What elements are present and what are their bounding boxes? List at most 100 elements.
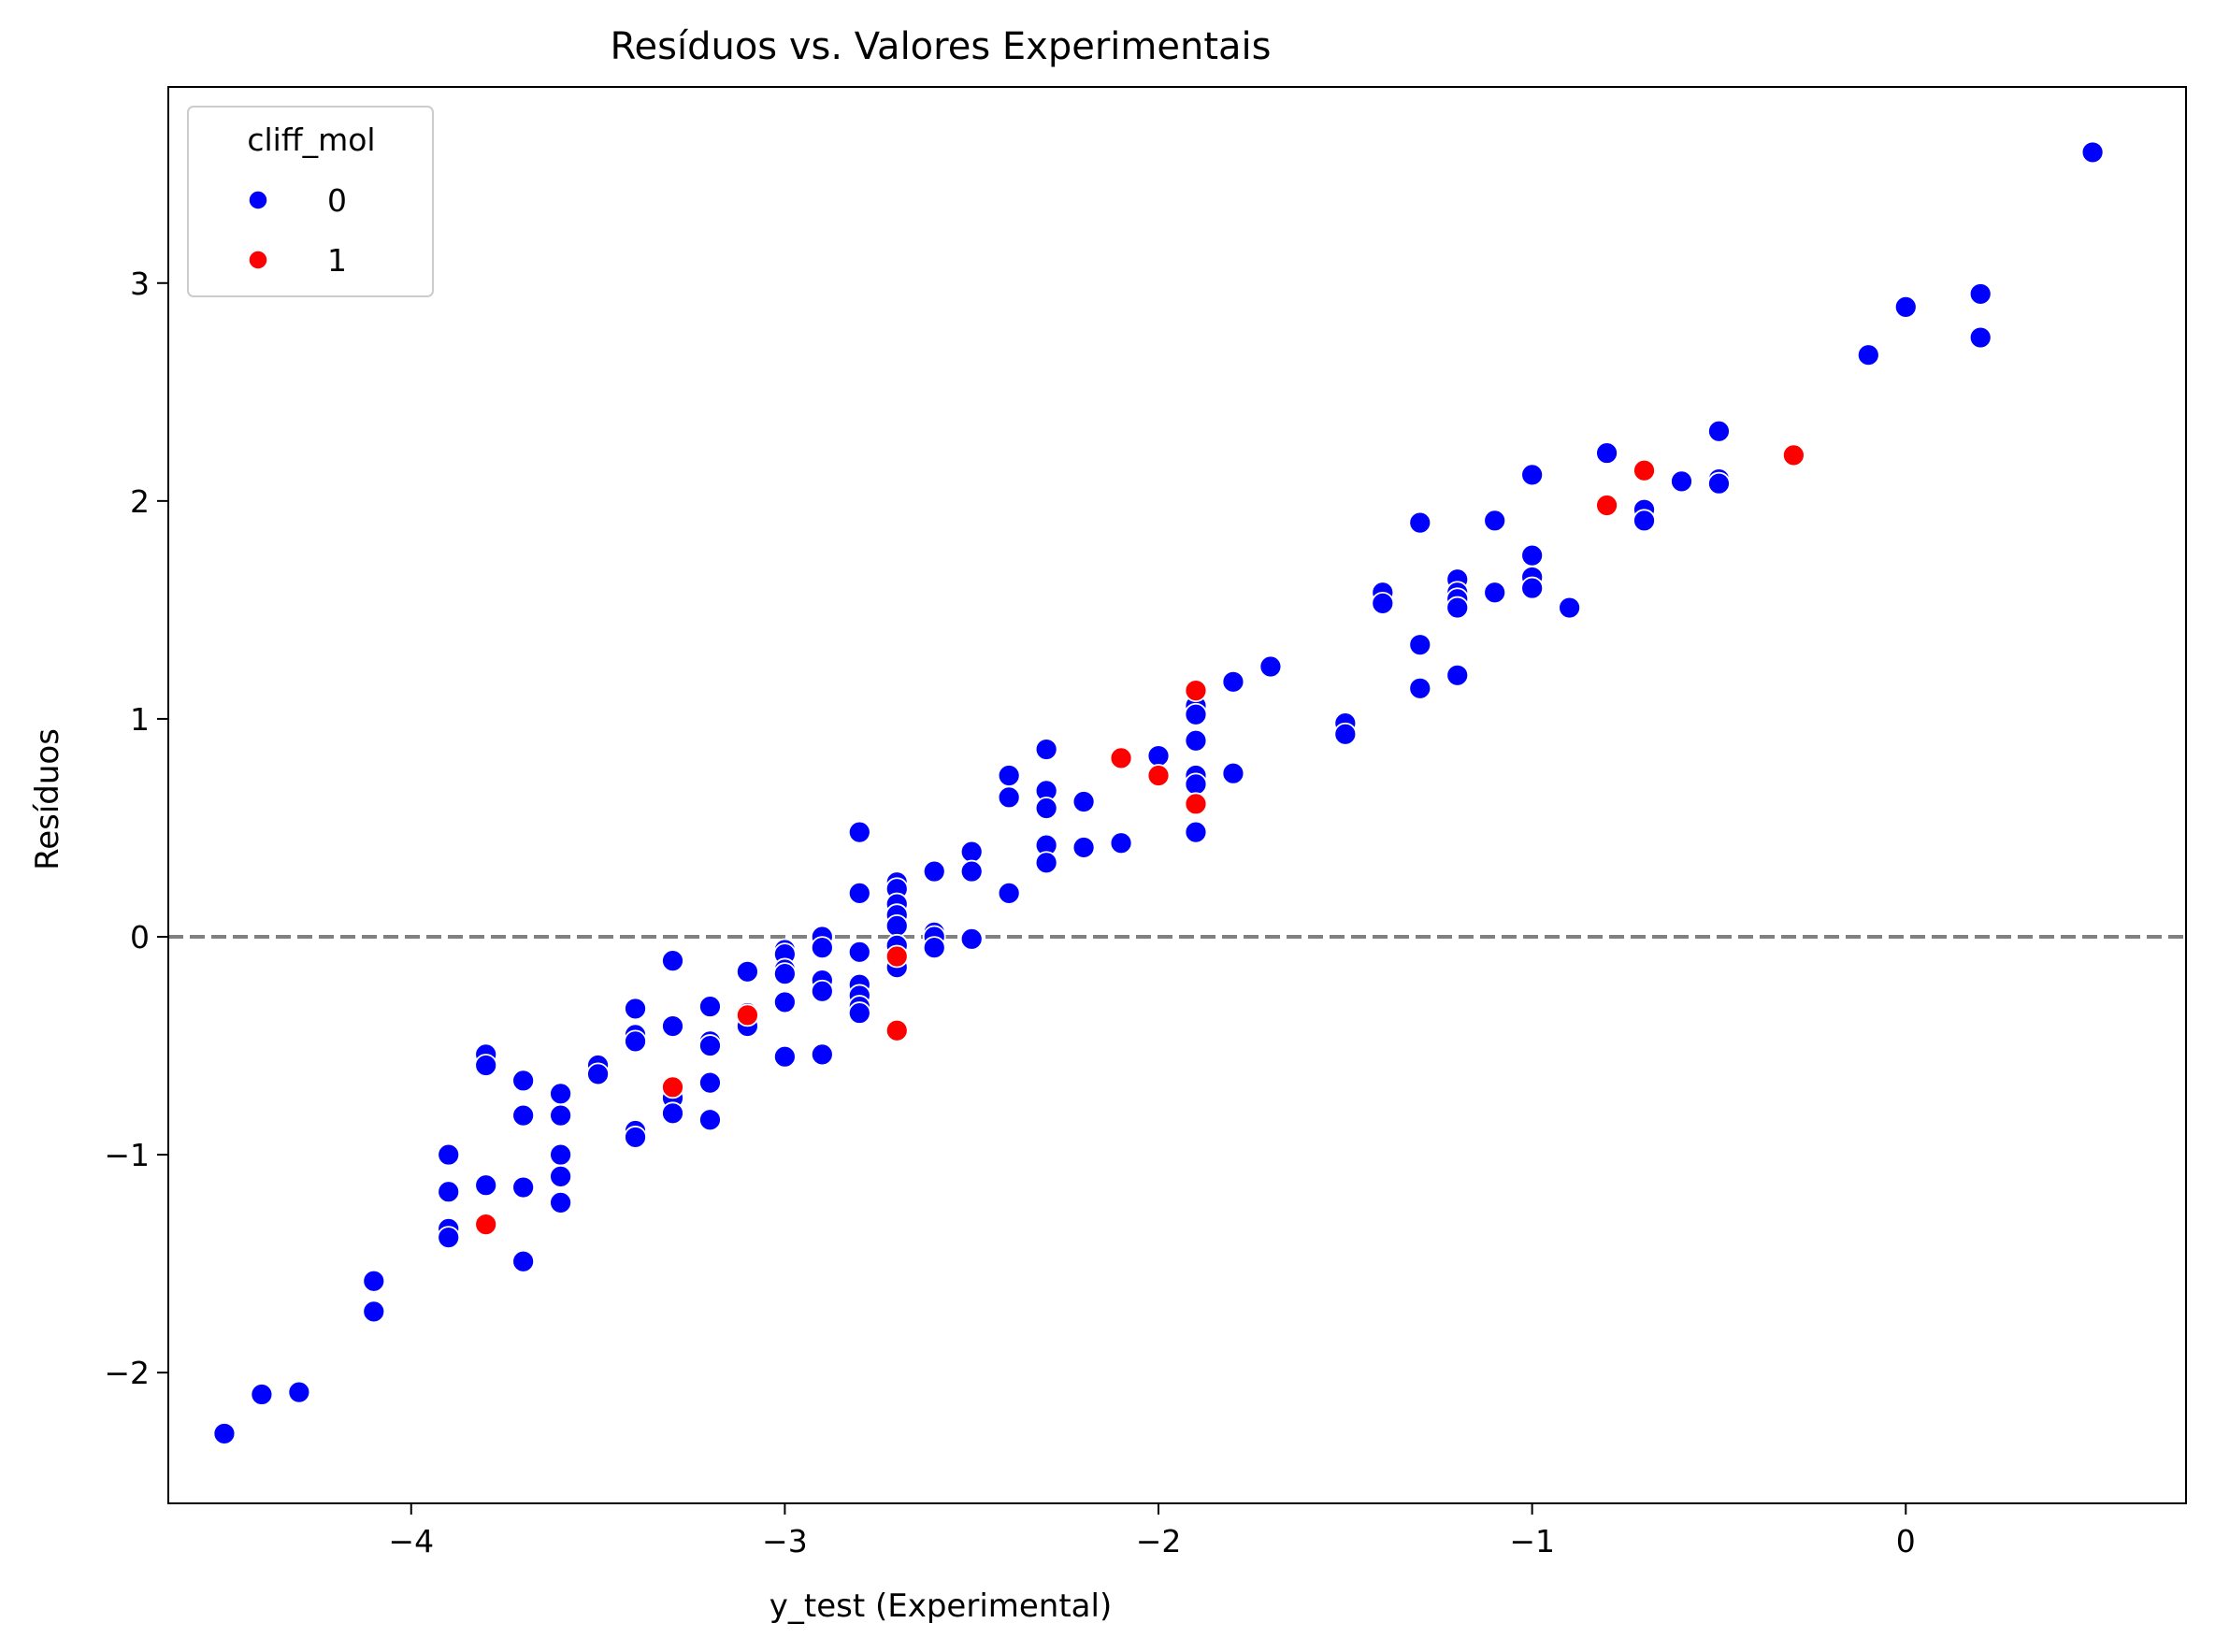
data-point-0 <box>847 1001 871 1025</box>
data-point-0 <box>1371 591 1395 615</box>
data-point-0 <box>1520 463 1545 487</box>
data-point-1 <box>661 1075 684 1099</box>
data-point-0 <box>1968 325 1992 350</box>
legend: cliff_mol 0 1 <box>187 106 434 297</box>
data-point-0 <box>1408 676 1432 700</box>
data-point-0 <box>549 1082 573 1106</box>
data-point-0 <box>1034 738 1058 761</box>
data-point-0 <box>810 979 834 1003</box>
data-point-0 <box>511 1069 536 1093</box>
x-axis-label: y_test (Experimental) <box>769 1587 1112 1625</box>
data-point-1 <box>1632 458 1656 482</box>
data-point-1 <box>736 1003 759 1027</box>
data-point-0 <box>772 990 797 1014</box>
data-point-0 <box>437 1180 461 1204</box>
data-point-0 <box>959 927 984 951</box>
data-point-0 <box>1893 295 1918 319</box>
data-point-0 <box>1333 722 1358 746</box>
data-point-0 <box>772 1044 797 1069</box>
chart-title: Resíduos vs. Valores Experimentais <box>611 25 1272 68</box>
data-point-0 <box>997 785 1021 810</box>
data-point-0 <box>772 962 797 986</box>
data-point-0 <box>1109 831 1133 855</box>
data-point-0 <box>810 1042 834 1067</box>
data-point-0 <box>1856 343 1880 367</box>
data-point-0 <box>1595 441 1618 465</box>
data-point-0 <box>1184 702 1208 726</box>
data-point-1 <box>885 944 909 969</box>
plot-area <box>167 86 2187 1504</box>
legend-box <box>187 106 434 297</box>
data-point-0 <box>474 1054 498 1077</box>
y-axis-label: Resíduos <box>29 728 66 870</box>
data-point-0 <box>1184 728 1208 753</box>
data-point-0 <box>736 959 759 984</box>
data-point-0 <box>1520 576 1545 600</box>
data-point-0 <box>698 995 722 1018</box>
data-point-0 <box>922 859 946 883</box>
data-point-0 <box>1670 469 1693 494</box>
data-point-0 <box>212 1422 237 1445</box>
data-point-1 <box>1109 746 1133 770</box>
data-point-0 <box>959 840 984 864</box>
data-point-0 <box>1520 543 1545 567</box>
data-point-0 <box>1146 744 1171 768</box>
data-point-0 <box>1034 851 1058 875</box>
data-point-0 <box>997 881 1021 905</box>
y-tick-label: 3 <box>130 266 150 302</box>
data-point-0 <box>549 1164 573 1188</box>
y-tick-label: 2 <box>130 483 150 520</box>
data-point-0 <box>1446 663 1470 687</box>
data-point-0 <box>437 1142 461 1167</box>
y-tick-label: −1 <box>104 1137 150 1173</box>
data-point-0 <box>624 1029 647 1054</box>
data-point-0 <box>922 936 946 960</box>
data-point-0 <box>1446 596 1470 620</box>
data-point-0 <box>250 1383 274 1406</box>
data-point-0 <box>1184 820 1208 844</box>
data-point-0 <box>474 1173 498 1198</box>
y-tick-label: −2 <box>104 1355 150 1391</box>
data-point-0 <box>698 1034 722 1057</box>
x-tick-label: −4 <box>388 1523 434 1559</box>
data-point-0 <box>1483 509 1507 533</box>
data-point-0 <box>1408 633 1432 657</box>
data-point-0 <box>1072 836 1096 859</box>
data-point-0 <box>511 1103 536 1128</box>
y-axis-ticks: −2 −1 0 1 2 3 <box>104 266 168 1391</box>
data-point-0 <box>959 859 984 883</box>
data-point-0 <box>624 1126 647 1149</box>
data-point-1 <box>1184 792 1208 816</box>
data-point-0 <box>1707 419 1731 443</box>
x-tick-label: −3 <box>762 1523 808 1559</box>
x-tick-label: 0 <box>1896 1523 1916 1559</box>
data-point-0 <box>847 881 871 905</box>
data-point-0 <box>661 1101 684 1126</box>
data-point-0 <box>1221 669 1245 694</box>
x-tick-label: −1 <box>1509 1523 1555 1559</box>
data-point-0 <box>1184 772 1208 797</box>
data-point-0 <box>698 1070 722 1095</box>
data-point-1 <box>1595 494 1618 517</box>
data-point-0 <box>661 1014 684 1038</box>
data-point-1 <box>885 1018 909 1042</box>
data-point-0 <box>362 1269 386 1293</box>
data-point-0 <box>997 764 1021 787</box>
legend-label-0: 0 <box>327 182 347 219</box>
legend-marker-1 <box>248 250 268 270</box>
data-point-0 <box>661 949 684 973</box>
data-point-0 <box>362 1300 386 1324</box>
data-point-0 <box>287 1380 311 1404</box>
data-point-0 <box>549 1142 573 1167</box>
data-point-0 <box>586 1062 610 1086</box>
data-point-1 <box>1184 679 1208 703</box>
data-point-0 <box>885 913 909 938</box>
data-points <box>212 140 2105 1445</box>
data-point-0 <box>1034 797 1058 820</box>
data-point-0 <box>810 936 834 960</box>
data-point-1 <box>474 1213 498 1237</box>
data-point-0 <box>1632 509 1656 533</box>
data-point-0 <box>847 940 871 964</box>
y-tick-label: 0 <box>130 919 150 955</box>
